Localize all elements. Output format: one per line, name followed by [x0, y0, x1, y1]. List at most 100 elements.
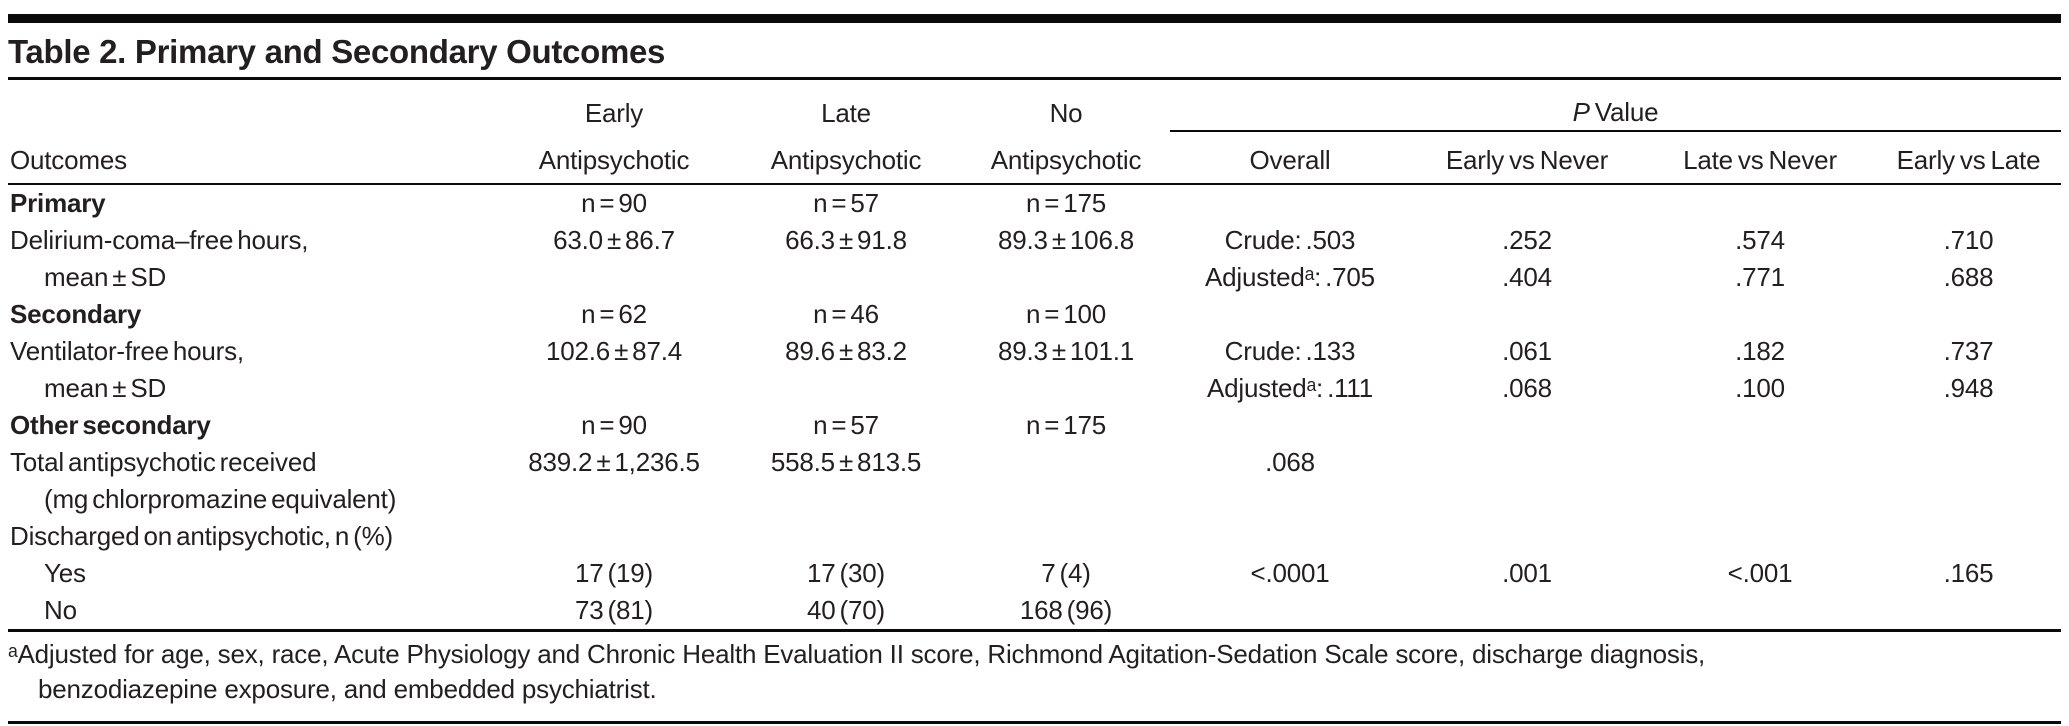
table-title: Table 2. Primary and Secondary Outcomes [8, 33, 666, 70]
cell-late-vs-never [1644, 481, 1876, 518]
cell-no: n = 100 [1025, 299, 1107, 329]
outcomes-table: Early Late No P Value Outcomes Antipsych… [8, 80, 2061, 629]
row-label: Secondary [10, 299, 142, 329]
cell-no [962, 444, 1170, 481]
cell-early-vs-never [1410, 481, 1644, 518]
cell-early-vs-never: .404 [1502, 262, 1552, 292]
cell-early-vs-late: .737 [1943, 336, 1994, 366]
table-row: No 73 (81) 40 (70) 168 (96) [8, 592, 2061, 629]
cell-late-vs-never [1644, 518, 1876, 555]
cell-early-vs-never [1410, 518, 1644, 555]
cell-early-vs-never [1410, 296, 1644, 333]
cell-no [962, 518, 1170, 555]
cell-no [962, 370, 1170, 407]
cell-late-vs-never: .771 [1735, 262, 1785, 292]
cell-late-vs-never [1644, 184, 1876, 222]
footnote: ᵃAdjusted for age, sex, race, Acute Phys… [8, 637, 2061, 707]
cell-late: 558.5 ± 813.5 [770, 447, 922, 477]
cell-no [962, 481, 1170, 518]
header-overall: Overall [1170, 131, 1410, 185]
top-rule [8, 14, 2061, 23]
cell-early-vs-late: .165 [1943, 558, 1994, 588]
cell-early-vs-late [1876, 518, 2061, 555]
cell-late [730, 481, 962, 518]
cell-late-vs-never: .182 [1735, 336, 1785, 366]
table-row: Ventilator-free hours, 102.6 ± 87.4 89.6 ±… [8, 333, 2061, 370]
cell-no: 7 (4) [1041, 558, 1091, 588]
header-p-value-group: P Value [1170, 80, 2061, 132]
cell-early-vs-late: .948 [1943, 373, 1994, 403]
cell-early: 63.0 ± 86.7 [553, 225, 675, 255]
cell-overall [1170, 296, 1410, 333]
row-label: Ventilator-free hours, [10, 336, 244, 366]
cell-early-vs-never [1410, 184, 1644, 222]
table-row: Discharged on antipsychotic, n (%) [8, 518, 2061, 555]
cell-overall: Adjustedᵃ: .705 [1205, 262, 1375, 292]
cell-early-vs-late [1876, 444, 2061, 481]
table-row: (mg chlorpromazine equivalent) [8, 481, 2061, 518]
cell-early-vs-late: .688 [1943, 262, 1994, 292]
cell-late: 40 (70) [807, 595, 885, 625]
cell-late: 89.6 ± 83.2 [785, 336, 907, 366]
cell-early-vs-late [1876, 407, 2061, 444]
cell-early: 17 (19) [575, 558, 653, 588]
cell-late-vs-never: .100 [1735, 373, 1785, 403]
cell-late [730, 370, 962, 407]
row-label: No [44, 595, 77, 625]
table-body: Primary n = 90 n = 57 n = 175 Delirium-coma–… [8, 184, 2061, 629]
row-label: mean ± SD [44, 262, 167, 292]
p-value-italic-p: P [1572, 97, 1590, 127]
row-label: Other secondary [10, 410, 211, 440]
cell-late: n = 46 [813, 299, 879, 329]
cell-early [498, 518, 730, 555]
bottom-rule [8, 721, 2061, 724]
cell-no: 168 (96) [1019, 595, 1113, 625]
cell-no: n = 175 [1025, 188, 1107, 218]
cell-overall [1170, 481, 1410, 518]
row-label: mean ± SD [44, 373, 167, 403]
cell-early [498, 259, 730, 296]
cell-early [498, 370, 730, 407]
cell-late [730, 518, 962, 555]
cell-overall: Adjustedᵃ: .111 [1206, 373, 1374, 403]
cell-late: n = 57 [813, 188, 879, 218]
cell-early: 73 (81) [575, 595, 653, 625]
cell-overall [1170, 518, 1410, 555]
table-row: Primary n = 90 n = 57 n = 175 [8, 184, 2061, 222]
cell-early-vs-never: .001 [1502, 558, 1552, 588]
header-outcomes: Outcomes [8, 131, 498, 185]
cell-overall: Crude: .503 [1224, 225, 1356, 255]
cell-early: n = 90 [581, 188, 647, 218]
table-row: mean ± SD Adjustedᵃ: .705 .404 .771 .688 [8, 259, 2061, 296]
cell-overall [1170, 592, 1410, 629]
header-late-line1: Late [821, 98, 871, 128]
cell-late [730, 259, 962, 296]
row-label: Primary [10, 188, 106, 218]
footnote-line-1: ᵃAdjusted for age, sex, race, Acute Phys… [8, 639, 1706, 669]
cell-late: 66.3 ± 91.8 [785, 225, 907, 255]
cell-no: 89.3 ± 106.8 [998, 225, 1134, 255]
table-row: Delirium-coma–free hours, 63.0 ± 86.7 66.3… [8, 222, 2061, 259]
title-rule [8, 77, 2061, 80]
row-label: Yes [44, 558, 86, 588]
header-early-line2: Antipsychotic [498, 131, 730, 185]
cell-early: n = 90 [581, 410, 647, 440]
cell-late-vs-never: .574 [1735, 225, 1785, 255]
cell-early-vs-never: .068 [1502, 373, 1552, 403]
cell-early-vs-late: .710 [1943, 225, 1994, 255]
cell-no: n = 175 [1025, 410, 1107, 440]
cell-overall: <.0001 [1250, 558, 1330, 588]
p-value-rest: Value [1589, 97, 1659, 127]
footnote-line-2: benzodiazepine exposure, and embedded ps… [38, 674, 657, 704]
header-spacer [8, 80, 498, 131]
cell-early-vs-never: .061 [1502, 336, 1552, 366]
cell-early: n = 62 [581, 299, 647, 329]
header-early-vs-late: Early vs Late [1876, 131, 2061, 185]
table-row: Other secondary n = 90 n = 57 n = 175 [8, 407, 2061, 444]
cell-no: 89.3 ± 101.1 [998, 336, 1134, 366]
cell-early-vs-late [1876, 481, 2061, 518]
cell-late-vs-never: <.001 [1727, 558, 1793, 588]
cell-early-vs-never [1410, 407, 1644, 444]
row-label: Total antipsychotic received [10, 447, 317, 477]
